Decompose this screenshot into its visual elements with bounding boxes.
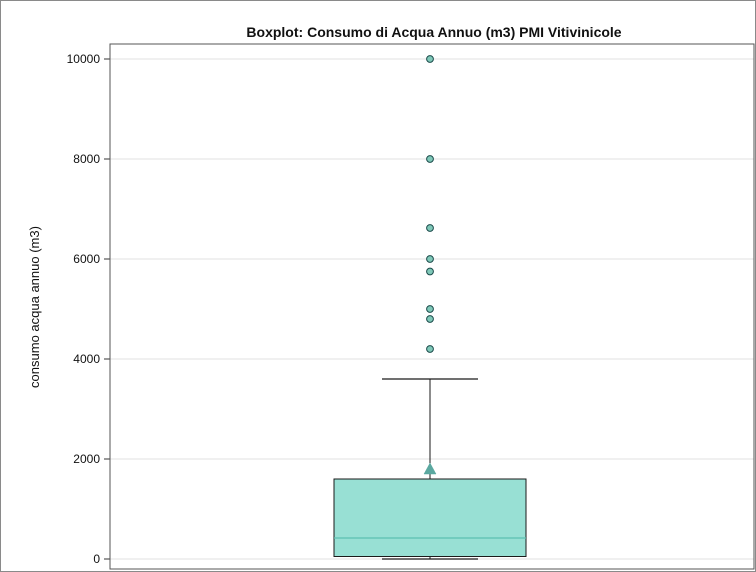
outlier-point: [426, 155, 434, 163]
plot-area-border: [109, 43, 755, 570]
y-tick-label: 10000: [67, 52, 101, 66]
y-tick-label: 4000: [73, 352, 100, 366]
outlier-point: [426, 267, 434, 276]
mean-marker: [423, 462, 437, 475]
y-tick-label: 2000: [73, 452, 100, 466]
box-iqr: [333, 478, 527, 557]
y-axis-label: consumo acqua annuo (m3): [27, 226, 42, 388]
outlier-point: [426, 315, 434, 323]
y-tick-label: 6000: [73, 252, 100, 266]
y-tick-label: 8000: [73, 152, 100, 166]
plot-marks: [333, 55, 527, 560]
outlier-point: [426, 55, 434, 63]
outlier-point: [426, 224, 434, 232]
outlier-point: [426, 305, 434, 313]
y-axis: 0 2000 4000 6000 8000 10000: [67, 43, 755, 570]
outlier-point: [426, 255, 434, 263]
y-tick-label: 0: [93, 552, 100, 566]
chart-title: Boxplot: Consumo di Acqua Annuo (m3) PMI…: [246, 24, 621, 40]
outlier-point: [426, 345, 434, 353]
